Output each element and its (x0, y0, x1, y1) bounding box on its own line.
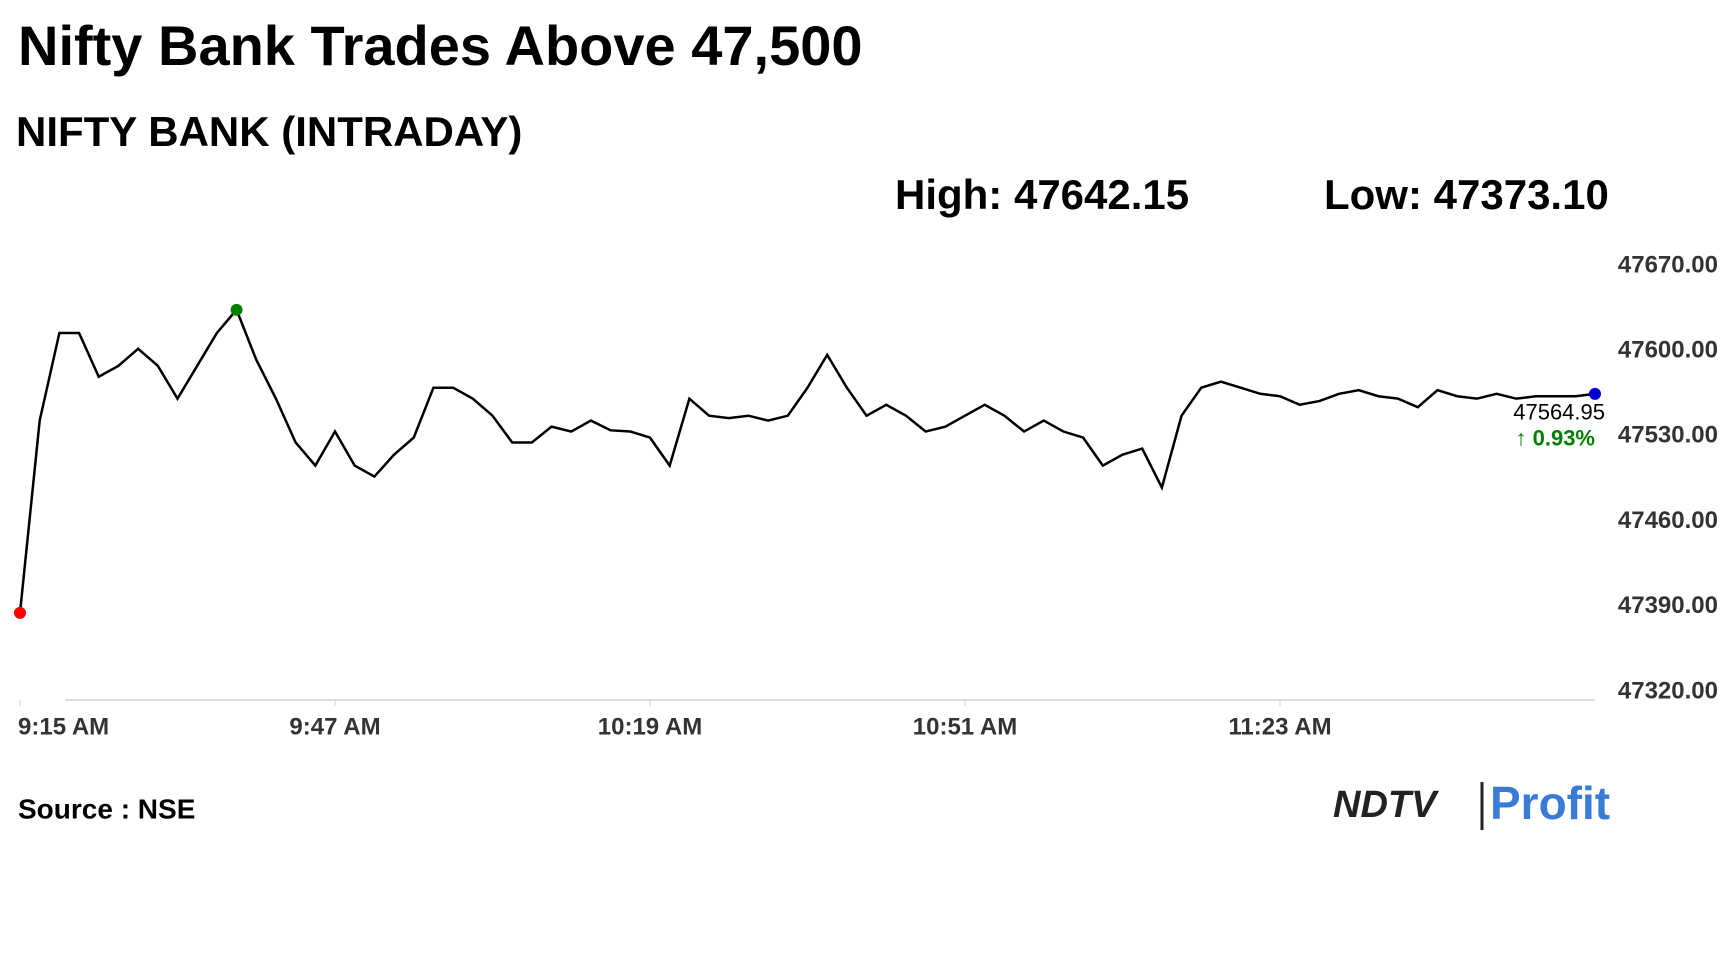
price-line (18, 307, 1596, 614)
change-label: ↑ 0.93% (1516, 426, 1596, 451)
x-tick-label: 11:23 AM (1228, 713, 1331, 740)
last-value-label: 47564.95 (1513, 400, 1605, 425)
logo-ndtv: NDTV (1333, 784, 1439, 826)
chart-title: Nifty Bank Trades Above 47,500 (18, 14, 863, 77)
chart-subtitle: NIFTY BANK (INTRADAY) (16, 108, 522, 155)
source: Source : NSE (18, 793, 195, 824)
y-tick-label: 47600.00 (1618, 337, 1718, 364)
end-marker (1589, 387, 1601, 400)
low-label: Low: 47373.10 (1324, 171, 1609, 218)
high-marker (230, 303, 243, 316)
x-tick-label: 9:15 AM (18, 713, 109, 740)
y-tick-label: 47320.00 (1618, 677, 1718, 704)
x-tick-label: 9:47 AM (289, 713, 380, 740)
y-tick-label: 47530.00 (1618, 422, 1718, 449)
y-tick-label: 47670.00 (1618, 251, 1718, 278)
x-tick-label: 10:19 AM (598, 713, 702, 740)
logo-profit: Profit (1490, 777, 1610, 829)
start-marker (14, 606, 26, 619)
x-tick-label: 10:51 AM (913, 713, 1017, 740)
y-tick-label: 47390.00 (1618, 592, 1718, 619)
y-tick-label: 47460.00 (1618, 507, 1718, 534)
high-label: High: 47642.15 (895, 171, 1189, 218)
